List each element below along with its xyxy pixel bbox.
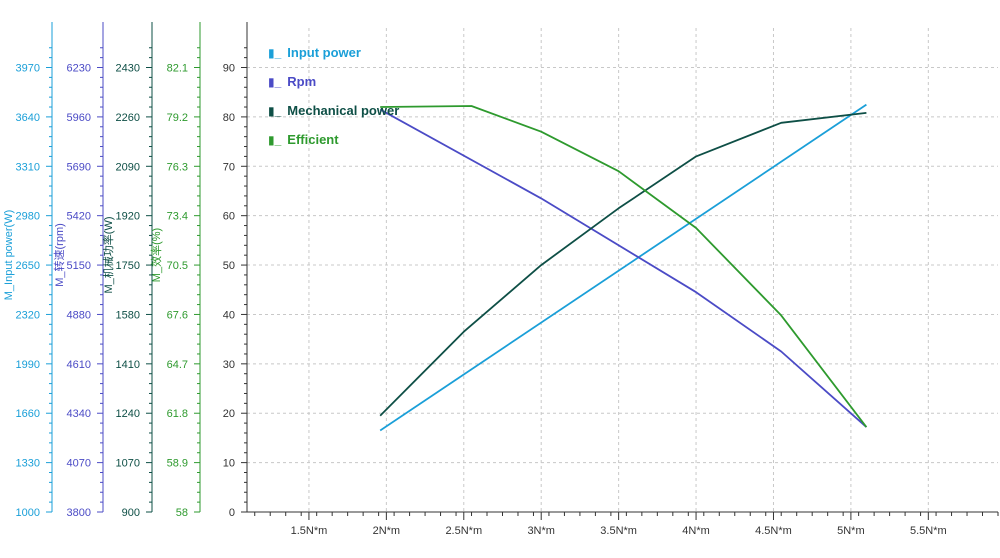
secondary-axis-tick-label: 1240 — [116, 408, 140, 420]
x-tick-label: 2N*m — [373, 525, 401, 537]
y-tick-label: 80 — [223, 112, 235, 124]
legend-label: Efficient — [287, 132, 339, 147]
legend-swatch-icon: ▮_ — [268, 132, 282, 147]
y-tick-label: 50 — [223, 260, 235, 272]
secondary-axis-tick-label: 4880 — [67, 309, 91, 321]
secondary-axis-tick-label: 1660 — [16, 408, 40, 420]
secondary-axis-tick-label: 4070 — [67, 458, 91, 470]
secondary-axis-title: M_效率(%) — [149, 228, 163, 282]
secondary-axis-tick-label: 1330 — [16, 458, 40, 470]
legend-label: Input power — [287, 45, 361, 60]
secondary-axis-tick-label: 5420 — [67, 211, 91, 223]
secondary-axis-tick-label: 3970 — [16, 63, 40, 75]
secondary-axis-tick-label: 2650 — [16, 260, 40, 272]
secondary-axis-tick-label: 67.6 — [167, 309, 188, 321]
secondary-axis-tick-label: 2090 — [116, 161, 140, 173]
series-line-input-power — [379, 103, 867, 432]
secondary-axis-tick-label: 1000 — [16, 507, 40, 519]
secondary-axis-tick-label: 1580 — [116, 309, 140, 321]
x-tick-label: 4.5N*m — [755, 525, 792, 537]
secondary-axis-tick-label: 2980 — [16, 211, 40, 223]
secondary-axis-title: M_机械功率(W) — [101, 217, 115, 294]
secondary-axis-tick-label: 82.1 — [167, 63, 188, 75]
secondary-axis-tick-label: 5690 — [67, 161, 91, 173]
secondary-axis-tick-label: 73.4 — [167, 211, 188, 223]
legend-swatch-icon: ▮_ — [268, 45, 282, 60]
series-line-rpm — [379, 108, 867, 428]
secondary-axis-tick-label: 70.5 — [167, 260, 188, 272]
secondary-axis-tick-label: 3310 — [16, 161, 40, 173]
secondary-axis-tick-label: 2260 — [116, 112, 140, 124]
legend: ▮_ Input power ▮_ Rpm ▮_ Mechanical powe… — [268, 38, 399, 154]
x-tick-label: 2.5N*m — [445, 525, 482, 537]
secondary-axis-tick-label: 3800 — [67, 507, 91, 519]
secondary-axis-title: M_转速(rpm) — [52, 223, 66, 287]
secondary-axis-tick-label: 6230 — [67, 63, 91, 75]
x-tick-label: 4N*m — [682, 525, 710, 537]
x-tick-label: 1.5N*m — [291, 525, 328, 537]
secondary-axis-tick-label: 900 — [122, 507, 140, 519]
secondary-axis-tick-label: 5150 — [67, 260, 91, 272]
secondary-axis-title: M_Input power(W) — [3, 210, 15, 300]
secondary-axis-tick-label: 1990 — [16, 359, 40, 371]
secondary-axis-tick-label: 64.7 — [167, 359, 188, 371]
secondary-axis-tick-label: 1920 — [116, 211, 140, 223]
y-tick-label: 90 — [223, 63, 235, 75]
x-tick-label: 3.5N*m — [600, 525, 637, 537]
legend-label: Rpm — [287, 74, 317, 89]
legend-item-rpm[interactable]: ▮_ Rpm — [268, 67, 399, 96]
legend-item-mechanical-power[interactable]: ▮_ Mechanical power — [268, 96, 399, 125]
secondary-axis-tick-label: 1750 — [116, 260, 140, 272]
y-tick-label: 10 — [223, 458, 235, 470]
legend-swatch-icon: ▮_ — [268, 103, 282, 118]
secondary-axis-tick-label: 58 — [176, 507, 188, 519]
secondary-axis-tick-label: 5960 — [67, 112, 91, 124]
y-tick-label: 20 — [223, 408, 235, 420]
secondary-axis-tick-label: 4610 — [67, 359, 91, 371]
legend-item-input-power[interactable]: ▮_ Input power — [268, 38, 399, 67]
secondary-axis-tick-label: 61.8 — [167, 408, 188, 420]
y-tick-label: 0 — [229, 507, 235, 519]
secondary-axis-tick-label: 1070 — [116, 458, 140, 470]
x-tick-label: 3N*m — [527, 525, 555, 537]
secondary-axis-tick-label: 1410 — [116, 359, 140, 371]
series-line-efficient — [380, 105, 868, 428]
secondary-axis-tick-label: 3640 — [16, 112, 40, 124]
legend-label: Mechanical power — [287, 103, 400, 118]
x-tick-label: 5.5N*m — [910, 525, 947, 537]
secondary-axis-tick-label: 79.2 — [167, 112, 188, 124]
y-tick-label: 40 — [223, 309, 235, 321]
legend-item-efficient[interactable]: ▮_ Efficient — [268, 125, 399, 154]
secondary-axis-tick-label: 58.9 — [167, 458, 188, 470]
secondary-axis-tick-label: 76.3 — [167, 161, 188, 173]
y-tick-label: 30 — [223, 359, 235, 371]
secondary-axis-tick-label: 2320 — [16, 309, 40, 321]
secondary-axis-tick-label: 2430 — [116, 63, 140, 75]
y-tick-label: 60 — [223, 211, 235, 223]
x-tick-label: 5N*m — [837, 525, 865, 537]
legend-swatch-icon: ▮_ — [268, 74, 282, 89]
y-tick-label: 70 — [223, 161, 235, 173]
series-line-mechanical-power — [379, 112, 867, 417]
secondary-axis-tick-label: 4340 — [67, 408, 91, 420]
